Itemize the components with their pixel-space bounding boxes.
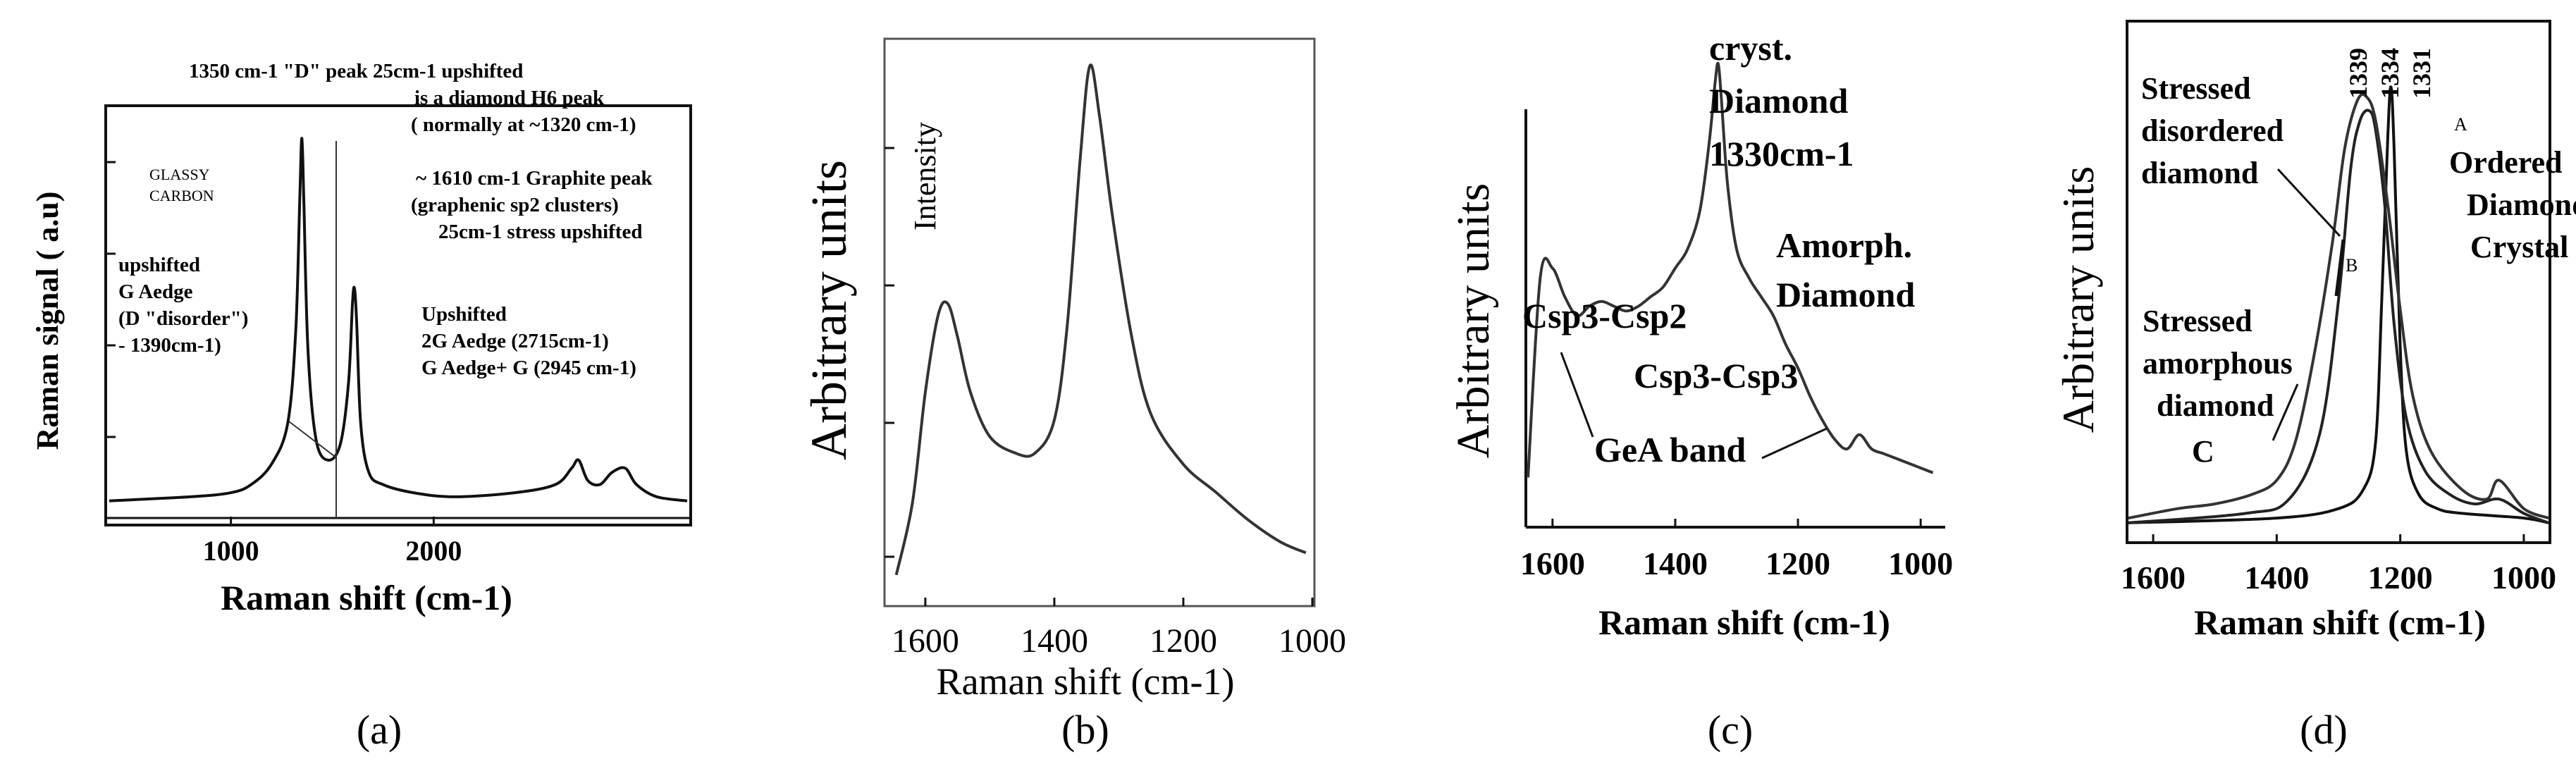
panel-b-xticks: 1600 1400 1200 1000 (892, 598, 1346, 660)
panel-c-gea-leader (1761, 427, 1828, 460)
panel-d-marker-a: A (2454, 114, 2467, 135)
panel-b-ylabel: Arbitrary units (801, 160, 857, 460)
panel-d-marker-b: B (2346, 255, 2358, 276)
panel-c-xlabel: Raman shift (cm-1) (1598, 603, 1890, 642)
panel-b-xtick-label-1000: 1000 (1278, 622, 1346, 660)
panel-d-xtick-label-1000: 1000 (2491, 560, 2556, 596)
panel-a-frame (104, 104, 692, 526)
panel-d-stressed-amorphous-line4: C (2192, 434, 2214, 469)
panel-a-xtick-label-2000: 2000 (405, 535, 462, 567)
panel-a-xtick-label-1000: 1000 (203, 535, 259, 567)
panel-a-second-order-line3: G Aedge+ G (2945 cm-1) (421, 357, 636, 379)
panel-c-cryst-line1: cryst. (1709, 28, 1792, 68)
panel-d-xlabel: Raman shift (cm-1) (2194, 603, 2486, 642)
panel-d-ordered-line2: Diamond (2467, 187, 2576, 222)
panel-c-gea-label: GeA band (1594, 430, 1746, 469)
panel-c-xtick-label-1600: 1600 (1520, 545, 1585, 581)
panel-c-caption: (c) (1708, 707, 1753, 753)
panel-c-xtick-label-1000: 1000 (1888, 545, 1953, 581)
panel-a-second-order-line1: Upshifted (421, 303, 507, 326)
panel-b-caption: (b) (1061, 707, 1109, 753)
panel-d-xticks: 1600 1400 1200 1000 (2121, 534, 2556, 596)
panel-c-cryst-line2: Diamond (1709, 81, 1848, 121)
panel-a-xlabel: Raman shift (cm-1) (221, 578, 512, 617)
panel-d-ordered-line1: Ordered (2449, 145, 2563, 180)
panel-a-d-peak-line3: ( normally at ~1320 cm-1) (411, 113, 636, 136)
panel-d-series-b-line (2128, 109, 2549, 524)
panel-d-stressed-amorphous-line1: Stressed (2143, 304, 2253, 338)
panel-c-cryst-line3: 1330cm-1 (1709, 134, 1854, 173)
panel-a-g-aedge-line3: (D "disorder") (118, 307, 248, 330)
panel-d-c-leader (2272, 383, 2299, 441)
panel-b-xlabel: Raman shift (cm-1) (937, 660, 1235, 703)
panel-d-stressed-disordered-line1: Stressed (2141, 71, 2251, 106)
panel-c: 1600 1400 1200 1000 Arbitrary units cryst. … (1448, 28, 1953, 753)
panel-a: 1000 2000 Raman signal ( a.u) Raman shift… (30, 60, 692, 753)
panel-c-amorph-line1: Amorph. (1776, 226, 1912, 265)
panel-b-yticks (885, 147, 894, 558)
panel-d-top-label-1331: 1331 (2408, 48, 2436, 99)
panel-d-caption: (d) (2300, 707, 2348, 753)
panel-c-xtick-label-1400: 1400 (1643, 545, 1708, 581)
panel-d-xtick-label-1400: 1400 (2244, 560, 2309, 596)
panel-d-b-tick (2334, 239, 2346, 297)
panel-c-xticks: 1600 1400 1200 1000 (1520, 519, 1953, 581)
panel-a-caption: (a) (357, 707, 402, 753)
panel-a-g-aedge-line1: upshifted (118, 254, 200, 276)
panel-d-ordered-line3: Crystal (2470, 230, 2568, 264)
panel-a-g-peak-line2: (graphenic sp2 clusters) (411, 194, 619, 216)
panel-a-spectrum-line (109, 137, 688, 503)
panel-d-top-label-1334: 1334 (2376, 48, 2404, 99)
panel-b-inner-label: Intensity (908, 122, 942, 230)
panel-a-d-peak-line2: is a diamond H6 peak (414, 87, 605, 109)
panel-b-xtick-label-1400: 1400 (1021, 622, 1088, 660)
panel-c-csp3-csp3-label: Csp3-Csp3 (1634, 356, 1798, 395)
panel-a-second-order-line2: 2G Aedge (2715cm-1) (421, 330, 609, 352)
panel-a-carbon-label: CARBON (149, 187, 214, 204)
panel-d-b-leader (2276, 168, 2341, 238)
panel-a-d-peak-line1: 1350 cm-1 "D" peak 25cm-1 upshifted (189, 60, 523, 82)
panel-d: 1600 1400 1200 1000 Arbitrary units 1339 13… (2053, 20, 2576, 753)
panel-b-xtick-label-1600: 1600 (892, 622, 959, 660)
panel-a-ylabel: Raman signal ( a.u) (30, 192, 65, 450)
panel-b: 1600 1400 1200 1000 Arbitrary units Intensi… (801, 37, 1346, 753)
panel-d-xtick-label-1600: 1600 (2121, 560, 2186, 596)
panel-a-g-aedge-line2: G Aedge (118, 280, 193, 303)
panel-c-ylabel: Arbitrary units (1448, 183, 1499, 458)
panel-c-spectrum-line (1527, 61, 1934, 478)
panel-b-frame (883, 37, 1316, 608)
panel-d-stressed-disordered-line3: diamond (2141, 156, 2258, 190)
panel-b-xtick-label-1200: 1200 (1150, 622, 1217, 660)
panel-a-yticks (106, 161, 116, 438)
panel-c-csp3-csp2-label: Csp3-Csp2 (1522, 296, 1687, 335)
panel-a-g-aedge-line4: - 1390cm-1) (118, 334, 221, 357)
panel-c-amorph-line2: Diamond (1776, 275, 1915, 314)
panel-a-g-peak-line1: ~ 1610 cm-1 Graphite peak (416, 167, 653, 190)
panel-d-stressed-amorphous-line2: amorphous (2143, 346, 2293, 381)
panel-d-stressed-disordered-line2: disordered (2141, 113, 2284, 148)
panel-d-ylabel: Arbitrary units (2053, 166, 2103, 433)
panel-d-top-label-1339: 1339 (2344, 48, 2372, 99)
panel-b-spectrum-line (894, 63, 1307, 576)
panel-d-frame (2126, 20, 2551, 544)
panel-a-leader-line (288, 421, 338, 459)
panel-d-xtick-label-1200: 1200 (2368, 560, 2433, 596)
panel-c-xtick-label-1200: 1200 (1765, 545, 1830, 581)
panel-a-xticks: 1000 2000 (203, 517, 462, 567)
panel-d-series-a-line (2128, 85, 2549, 524)
panel-c-csp3-csp2-leader (1560, 352, 1594, 438)
panel-a-glassy-label: GLASSY (149, 166, 210, 183)
panel-d-stressed-amorphous-line3: diamond (2157, 388, 2274, 423)
panel-d-series-c-line (2128, 92, 2549, 520)
panel-a-g-peak-line3: 25cm-1 stress upshifted (438, 221, 642, 243)
